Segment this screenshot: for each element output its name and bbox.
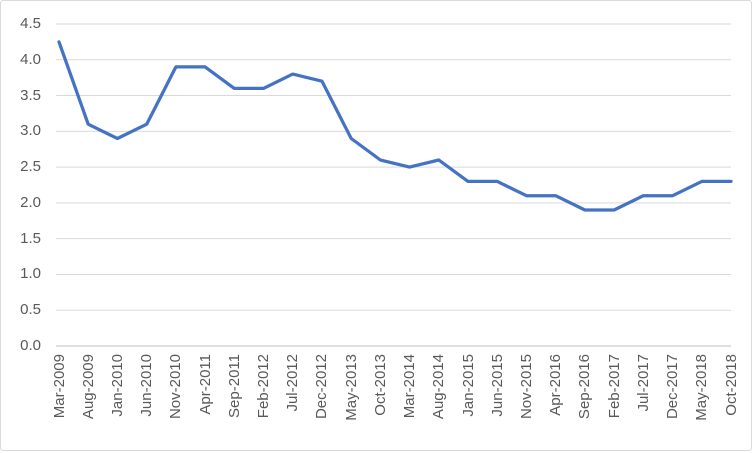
x-axis-tick-label: Nov-2010: [167, 354, 185, 420]
data-series-line: [57, 40, 733, 212]
y-axis-tick-label: 2.0: [20, 193, 41, 211]
y-axis-tick-label: 2.5: [20, 158, 41, 176]
x-axis-tick-label: Dec-2017: [664, 354, 682, 420]
x-axis-tick-label: Apr-2016: [547, 354, 565, 416]
y-axis-tick-label: 4.0: [20, 50, 41, 68]
y-axis-tick-label: 3.5: [20, 86, 41, 104]
x-axis-tick-label: Mar-2009: [50, 354, 68, 419]
x-axis-tick-label: Jun-2015: [488, 354, 506, 417]
x-axis-tick-label: Jul-2012: [284, 354, 302, 412]
x-axis-tick-label: May-2013: [342, 354, 360, 421]
y-axis-tick-label: 1.5: [20, 229, 41, 247]
x-axis-tick-label: Feb-2017: [605, 354, 623, 419]
x-axis-tick-label: Jan-2015: [459, 354, 477, 417]
gridlines: [56, 23, 731, 347]
x-axis-tick-label: Aug-2009: [79, 354, 97, 420]
x-axis-tick-label: Jun-2010: [138, 354, 156, 417]
y-axis-tick-label: 0.0: [20, 337, 41, 354]
x-axis-tick-label: Nov-2015: [517, 354, 535, 420]
y-axis-tick-label: 1.0: [20, 265, 41, 283]
x-axis-tick-label: Apr-2011: [196, 354, 214, 415]
x-axis-tick-label: May-2018: [693, 354, 711, 421]
y-axis-tick-label: 4.5: [20, 15, 41, 32]
x-axis-tick-label: Dec-2012: [313, 354, 331, 420]
x-axis-tick-label: Aug-2014: [430, 354, 448, 420]
x-axis-tick-label: Jan-2010: [108, 354, 126, 417]
x-axis-tick-label: Oct-2018: [722, 354, 740, 416]
x-axis-tick-label: Sep-2011: [225, 354, 243, 418]
x-axis-tick-label: Mar-2014: [401, 354, 419, 419]
y-axis-tick-label: 3.0: [20, 122, 41, 140]
x-axis-tick-label: Sep-2016: [576, 354, 594, 420]
y-axis-tick-label: 0.5: [20, 301, 41, 319]
x-axis-tick-label: Oct-2013: [371, 354, 389, 416]
x-axis-tick-label: Feb-2012: [255, 354, 273, 419]
x-axis-tick-label: Jul-2017: [634, 354, 652, 412]
